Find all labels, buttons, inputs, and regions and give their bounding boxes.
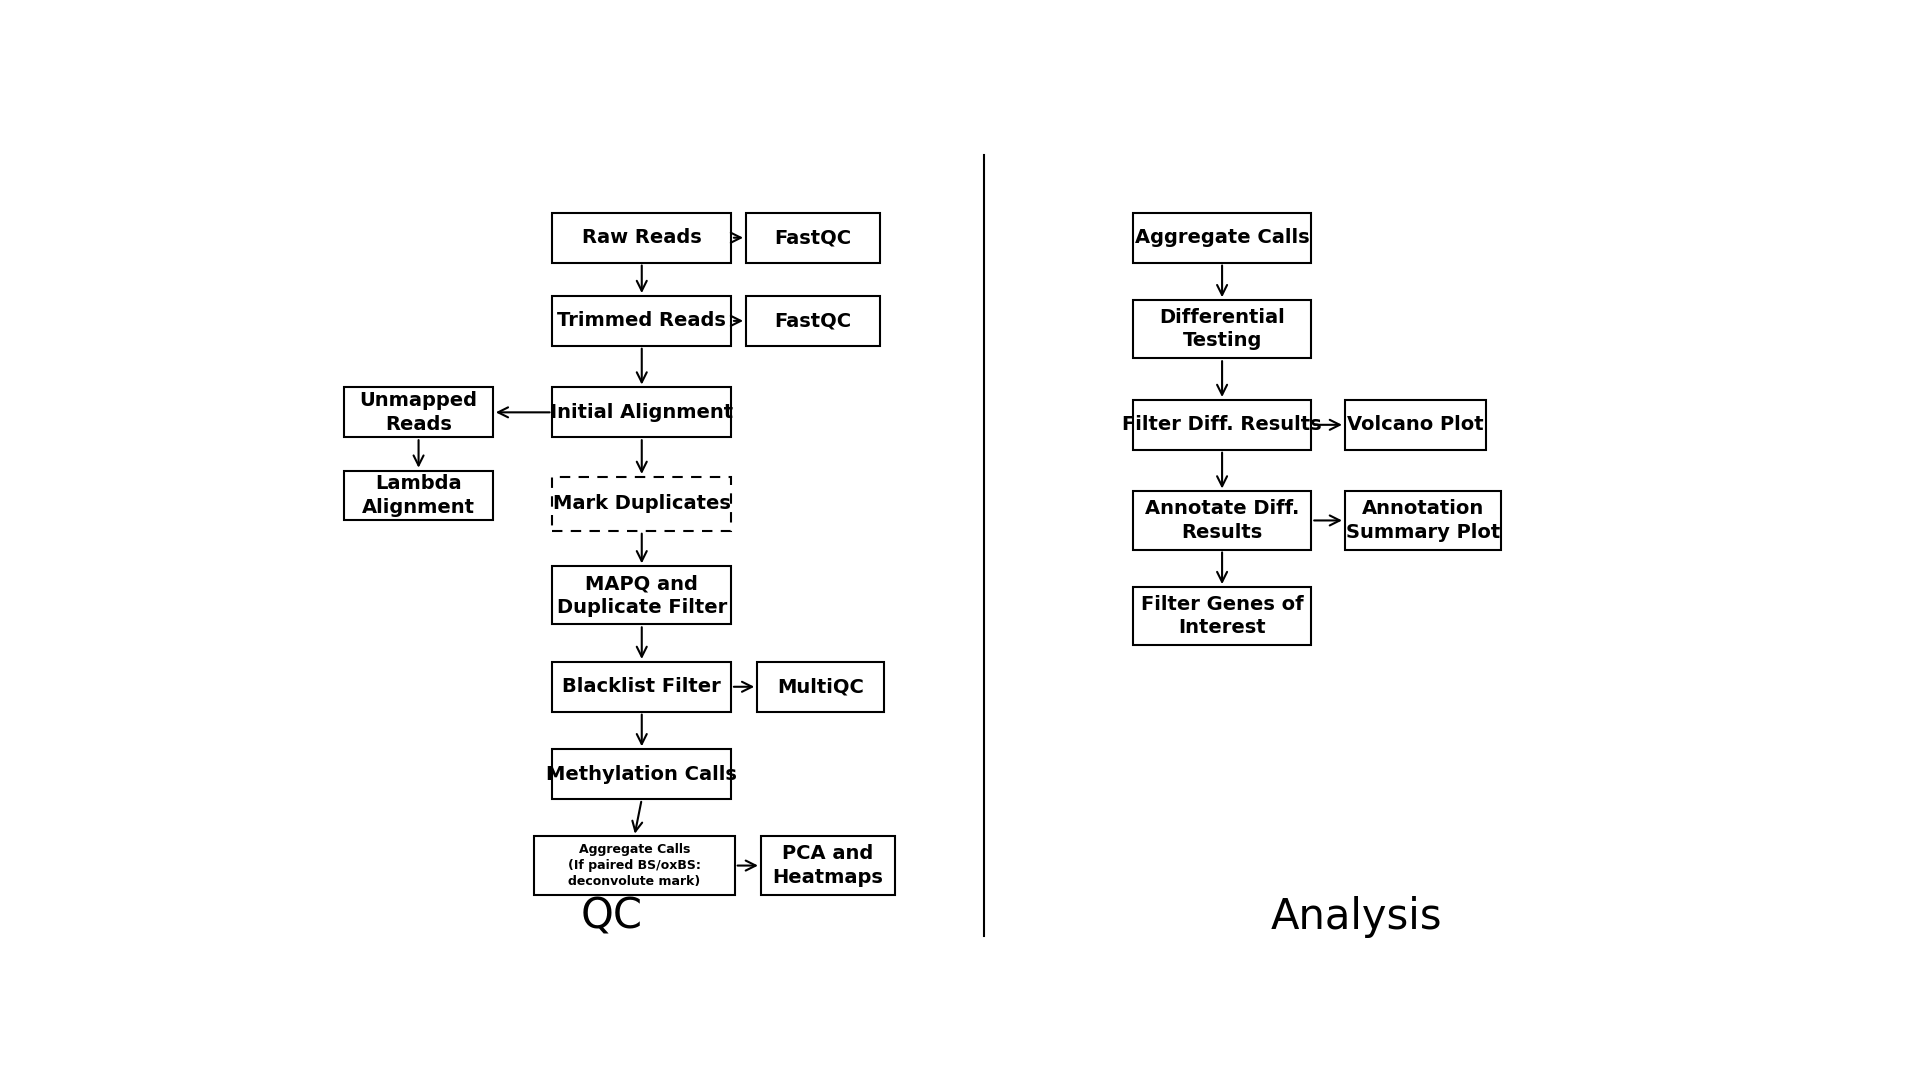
FancyBboxPatch shape bbox=[553, 296, 732, 346]
Text: Lambda
Alignment: Lambda Alignment bbox=[363, 474, 474, 516]
FancyBboxPatch shape bbox=[1344, 400, 1486, 449]
Text: QC: QC bbox=[582, 896, 643, 937]
FancyBboxPatch shape bbox=[553, 213, 732, 262]
Text: Analysis: Analysis bbox=[1271, 896, 1442, 937]
FancyBboxPatch shape bbox=[1133, 300, 1311, 359]
Text: Methylation Calls: Methylation Calls bbox=[547, 765, 737, 784]
Text: FastQC: FastQC bbox=[774, 228, 851, 247]
Text: Aggregate Calls
(If paired BS/oxBS:
deconvolute mark): Aggregate Calls (If paired BS/oxBS: deco… bbox=[568, 843, 701, 888]
FancyBboxPatch shape bbox=[1133, 588, 1311, 645]
Text: Blacklist Filter: Blacklist Filter bbox=[563, 677, 722, 697]
Text: PCA and
Heatmaps: PCA and Heatmaps bbox=[772, 845, 883, 887]
Text: Annotate Diff.
Results: Annotate Diff. Results bbox=[1144, 499, 1300, 542]
FancyBboxPatch shape bbox=[553, 566, 732, 624]
FancyBboxPatch shape bbox=[1133, 491, 1311, 550]
Text: Raw Reads: Raw Reads bbox=[582, 228, 701, 247]
Text: FastQC: FastQC bbox=[774, 311, 851, 330]
Text: MultiQC: MultiQC bbox=[778, 677, 864, 697]
FancyBboxPatch shape bbox=[553, 476, 732, 531]
Text: Initial Alignment: Initial Alignment bbox=[551, 403, 733, 422]
Text: Differential
Testing: Differential Testing bbox=[1160, 308, 1284, 350]
FancyBboxPatch shape bbox=[1133, 400, 1311, 449]
Text: Trimmed Reads: Trimmed Reads bbox=[557, 311, 726, 330]
FancyBboxPatch shape bbox=[745, 213, 879, 262]
Text: Mark Duplicates: Mark Duplicates bbox=[553, 495, 732, 513]
FancyBboxPatch shape bbox=[756, 662, 883, 712]
FancyBboxPatch shape bbox=[745, 296, 879, 346]
FancyBboxPatch shape bbox=[553, 662, 732, 712]
FancyBboxPatch shape bbox=[553, 388, 732, 437]
FancyBboxPatch shape bbox=[344, 471, 493, 521]
Text: Aggregate Calls: Aggregate Calls bbox=[1135, 228, 1309, 247]
Text: Volcano Plot: Volcano Plot bbox=[1348, 416, 1484, 434]
FancyBboxPatch shape bbox=[553, 750, 732, 799]
Text: MAPQ and
Duplicate Filter: MAPQ and Duplicate Filter bbox=[557, 575, 728, 617]
Text: Annotation
Summary Plot: Annotation Summary Plot bbox=[1346, 499, 1500, 542]
Text: Filter Diff. Results: Filter Diff. Results bbox=[1123, 416, 1321, 434]
FancyBboxPatch shape bbox=[344, 388, 493, 437]
Text: Filter Genes of
Interest: Filter Genes of Interest bbox=[1140, 595, 1304, 637]
FancyBboxPatch shape bbox=[1344, 491, 1501, 550]
Text: Unmapped
Reads: Unmapped Reads bbox=[359, 391, 478, 433]
FancyBboxPatch shape bbox=[1133, 213, 1311, 262]
FancyBboxPatch shape bbox=[760, 836, 895, 894]
FancyBboxPatch shape bbox=[534, 836, 735, 894]
